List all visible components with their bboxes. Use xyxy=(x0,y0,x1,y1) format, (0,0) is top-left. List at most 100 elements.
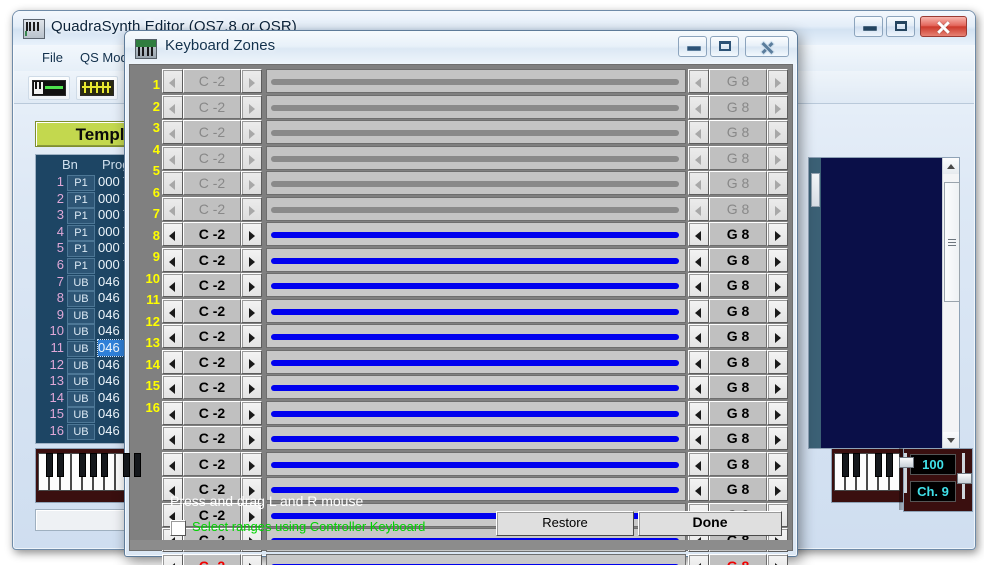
zone-low-increment[interactable] xyxy=(241,451,262,476)
zone-row[interactable]: C -2 G 8 xyxy=(162,375,788,399)
zone-range-track[interactable] xyxy=(266,426,686,450)
zone-high-value[interactable]: G 8 xyxy=(709,298,767,323)
zone-range-bar[interactable] xyxy=(271,130,679,136)
zone-high-decrement[interactable] xyxy=(688,247,709,272)
zone-low-value[interactable]: C -2 xyxy=(183,477,241,501)
zone-low-increment[interactable] xyxy=(241,94,262,119)
zone-range-track[interactable] xyxy=(266,349,686,374)
zone-low-decrement[interactable] xyxy=(162,69,183,93)
zone-high-increment[interactable] xyxy=(767,196,788,221)
zone-low-increment[interactable] xyxy=(241,553,262,565)
zone-row[interactable]: C -2 G 8 xyxy=(162,247,788,272)
zone-range-bar[interactable] xyxy=(271,104,679,111)
zone-low-increment[interactable] xyxy=(241,69,262,93)
zone-high-increment[interactable] xyxy=(767,324,788,348)
zone-high-decrement[interactable] xyxy=(688,222,709,246)
zone-range-track[interactable] xyxy=(266,375,686,399)
zone-range-bar[interactable] xyxy=(271,308,679,315)
zone-low-value[interactable]: C -2 xyxy=(183,273,241,297)
piano-black-key[interactable] xyxy=(122,453,130,477)
zone-low-decrement[interactable] xyxy=(162,196,183,221)
zone-high-value[interactable]: G 8 xyxy=(709,196,767,221)
zone-row[interactable]: C -2 G 8 xyxy=(162,94,788,119)
zone-range-bar[interactable] xyxy=(271,257,679,264)
zone-low-decrement[interactable] xyxy=(162,171,183,195)
zone-high-decrement[interactable] xyxy=(688,349,709,374)
zone-low-value[interactable]: C -2 xyxy=(183,94,241,119)
zone-low-value[interactable]: C -2 xyxy=(183,298,241,323)
piano-black-key[interactable] xyxy=(852,453,860,477)
zone-low-value[interactable]: C -2 xyxy=(183,196,241,221)
zone-row[interactable]: C -2 G 8 xyxy=(162,477,788,501)
zone-high-decrement[interactable] xyxy=(688,94,709,119)
zone-high-increment[interactable] xyxy=(767,120,788,144)
zone-range-bar[interactable] xyxy=(271,232,679,238)
zone-range-bar[interactable] xyxy=(271,487,679,493)
zone-range-bar[interactable] xyxy=(271,181,679,187)
slider-left-knob[interactable] xyxy=(899,457,914,468)
keyboard-waveform-button[interactable] xyxy=(28,76,70,100)
zone-range-track[interactable] xyxy=(266,69,686,93)
zone-low-increment[interactable] xyxy=(241,120,262,144)
zone-range-track[interactable] xyxy=(266,145,686,170)
zone-low-decrement[interactable] xyxy=(162,553,183,565)
zone-high-decrement[interactable] xyxy=(688,145,709,170)
zone-range-track[interactable] xyxy=(266,222,686,246)
zone-high-value[interactable]: G 8 xyxy=(709,94,767,119)
zone-range-track[interactable] xyxy=(266,247,686,272)
zone-low-value[interactable]: C -2 xyxy=(183,502,241,527)
zone-low-value[interactable]: C -2 xyxy=(183,375,241,399)
zone-high-value[interactable]: G 8 xyxy=(709,477,767,501)
zone-range-track[interactable] xyxy=(266,298,686,323)
zone-row[interactable]: C -2 G 8 xyxy=(162,298,788,323)
zone-low-increment[interactable] xyxy=(241,247,262,272)
zone-range-bar[interactable] xyxy=(271,334,679,340)
zone-high-decrement[interactable] xyxy=(688,69,709,93)
slider-right-knob[interactable] xyxy=(957,473,972,484)
zone-high-decrement[interactable] xyxy=(688,196,709,221)
controller-keyboard-checkbox[interactable] xyxy=(170,520,186,536)
zone-range-bar[interactable] xyxy=(271,385,679,391)
piano-black-key[interactable] xyxy=(78,453,86,477)
zone-low-increment[interactable] xyxy=(241,477,262,501)
app-maximize-button[interactable] xyxy=(886,16,915,37)
app-minimize-button[interactable] xyxy=(854,16,883,37)
zone-low-decrement[interactable] xyxy=(162,349,183,374)
zone-low-increment[interactable] xyxy=(241,196,262,221)
zone-high-value[interactable]: G 8 xyxy=(709,273,767,297)
zone-high-value[interactable]: G 8 xyxy=(709,324,767,348)
zone-low-increment[interactable] xyxy=(241,145,262,170)
menu-qs-mod[interactable]: QS Mod xyxy=(80,50,128,65)
zone-row[interactable]: C -2 G 8 xyxy=(162,69,788,93)
zone-low-increment[interactable] xyxy=(241,222,262,246)
zone-high-increment[interactable] xyxy=(767,247,788,272)
zone-range-bar[interactable] xyxy=(271,283,679,289)
zone-high-increment[interactable] xyxy=(767,298,788,323)
zone-low-increment[interactable] xyxy=(241,171,262,195)
zone-high-value[interactable]: G 8 xyxy=(709,426,767,450)
slider-left-track[interactable] xyxy=(904,453,907,493)
zone-low-increment[interactable] xyxy=(241,502,262,527)
app-close-button[interactable] xyxy=(920,16,967,37)
zone-high-increment[interactable] xyxy=(767,171,788,195)
zone-high-value[interactable]: G 8 xyxy=(709,400,767,425)
piano-black-key[interactable] xyxy=(885,453,893,477)
zone-low-value[interactable]: C -2 xyxy=(183,171,241,195)
zone-range-track[interactable] xyxy=(266,553,686,565)
zone-low-decrement[interactable] xyxy=(162,145,183,170)
zone-range-bar[interactable] xyxy=(271,359,679,366)
piano-black-key[interactable] xyxy=(89,453,97,477)
zone-low-decrement[interactable] xyxy=(162,477,183,501)
zone-high-increment[interactable] xyxy=(767,145,788,170)
zone-row[interactable]: C -2 G 8 xyxy=(162,400,788,425)
zone-low-increment[interactable] xyxy=(241,426,262,450)
zone-high-value[interactable]: G 8 xyxy=(709,145,767,170)
zone-low-decrement[interactable] xyxy=(162,451,183,476)
zone-high-increment[interactable] xyxy=(767,553,788,565)
piano-black-key[interactable] xyxy=(133,453,141,477)
zone-low-decrement[interactable] xyxy=(162,375,183,399)
zone-low-value[interactable]: C -2 xyxy=(183,451,241,476)
zone-high-increment[interactable] xyxy=(767,222,788,246)
zone-low-decrement[interactable] xyxy=(162,273,183,297)
list-item[interactable]: 16 UB 046 Ro xyxy=(36,423,154,440)
